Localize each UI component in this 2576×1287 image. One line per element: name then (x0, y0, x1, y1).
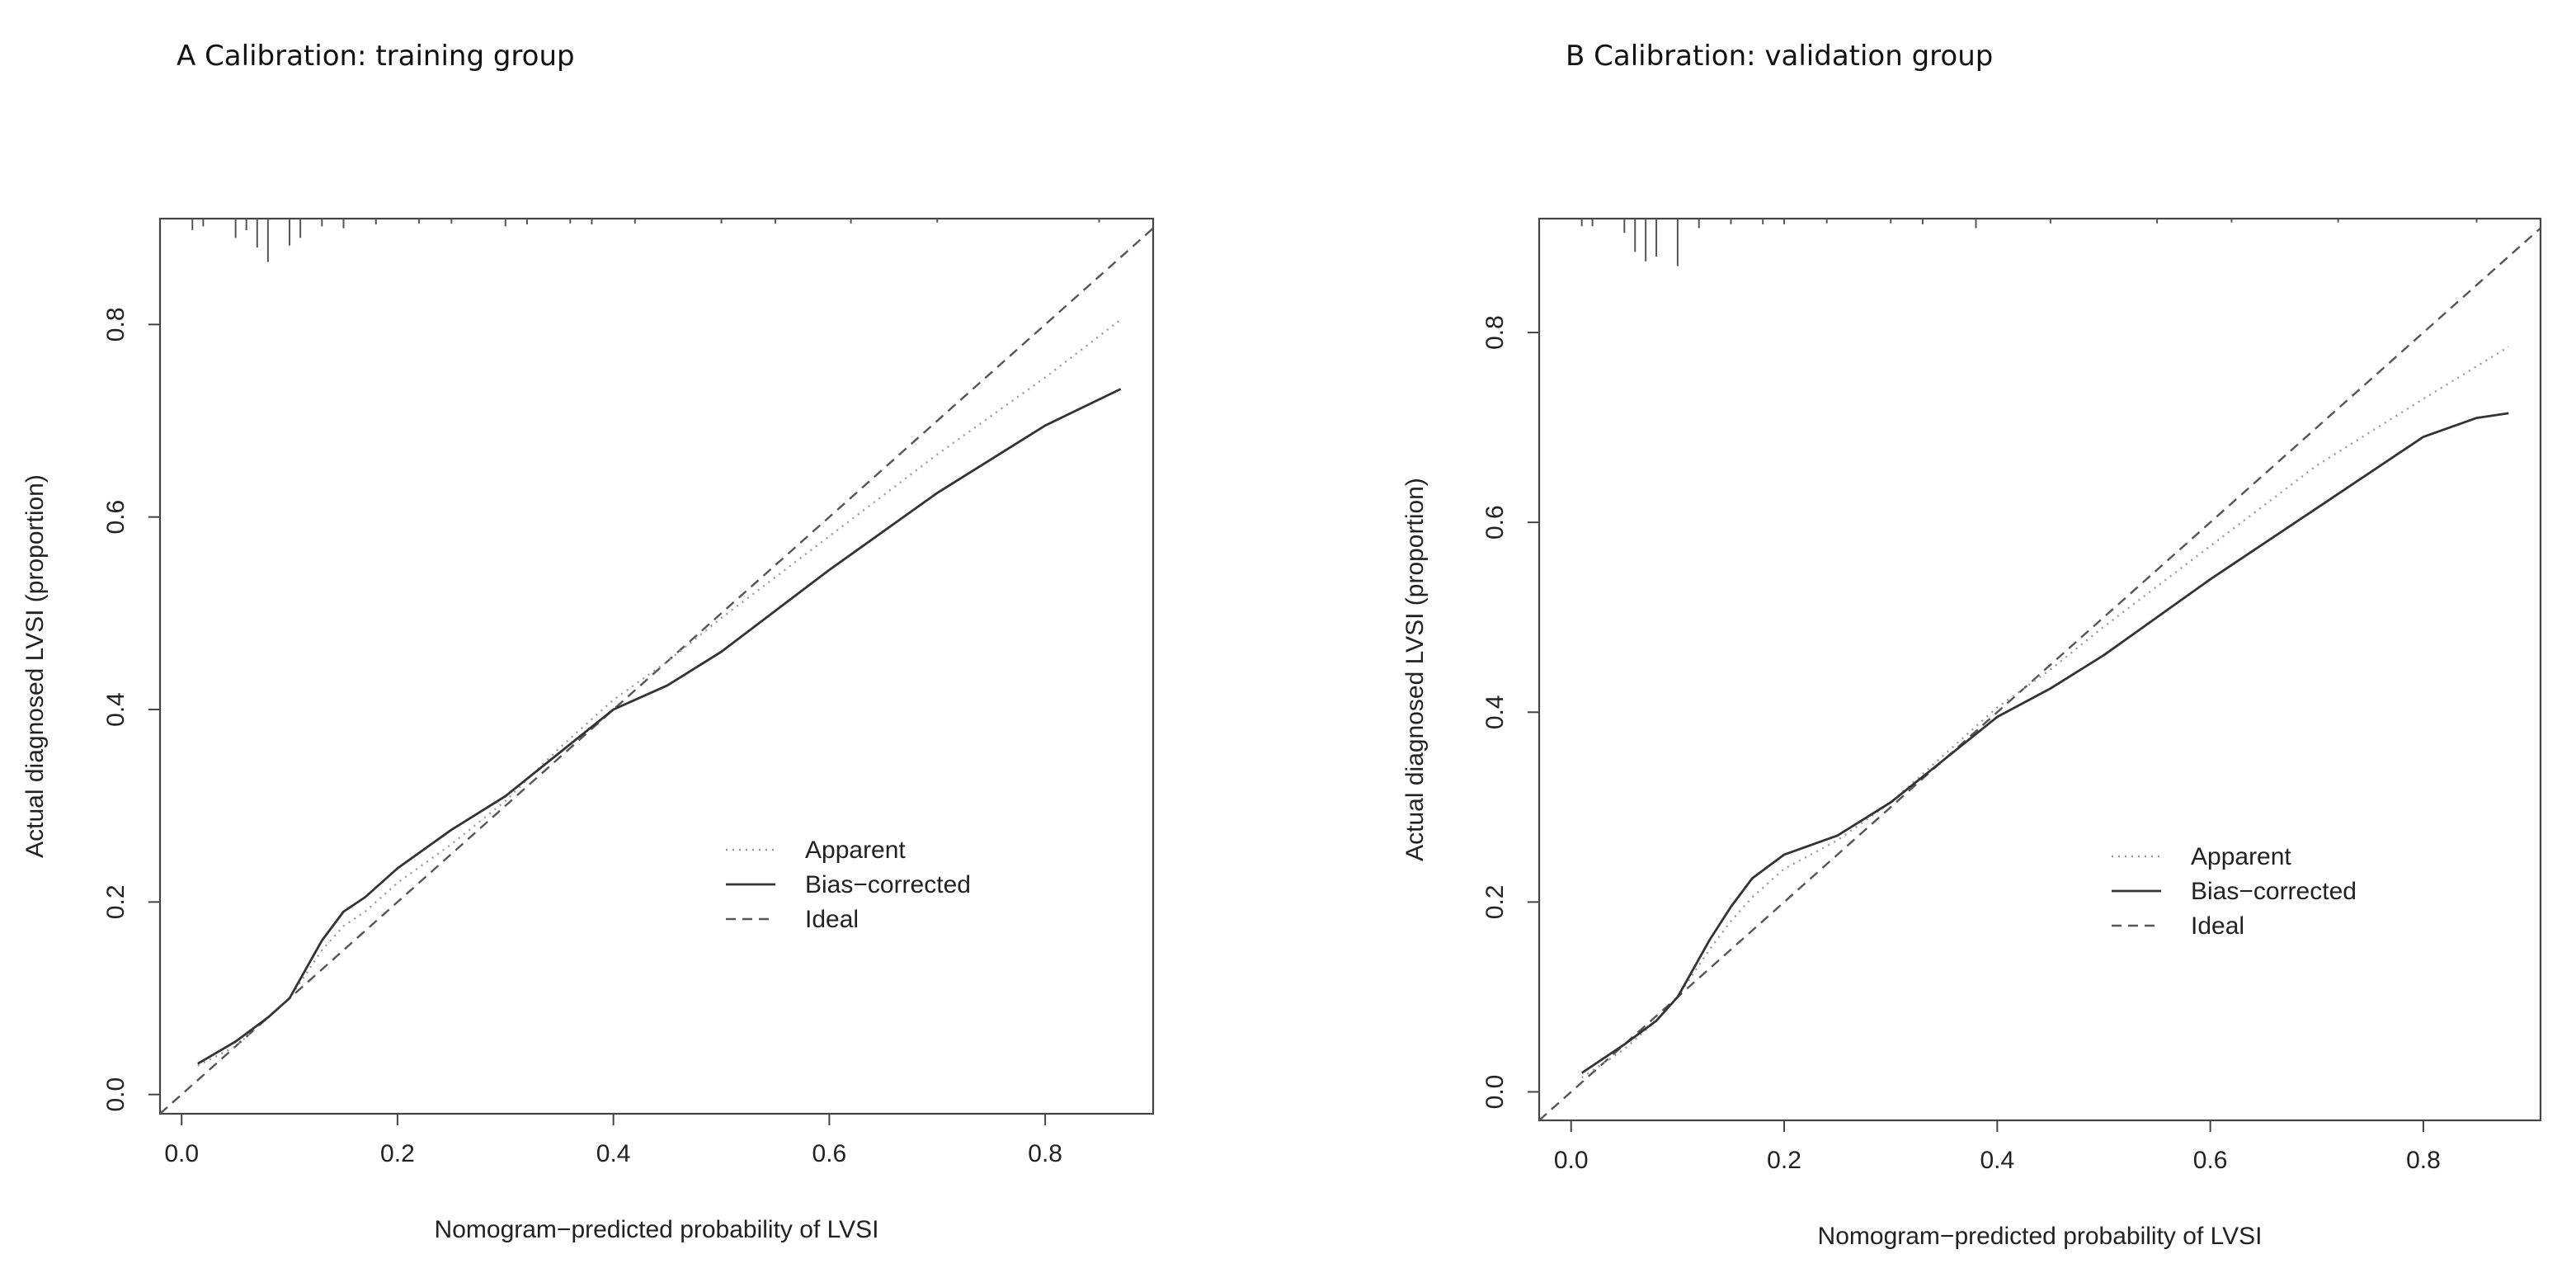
y-tick-label: 0.2 (102, 884, 130, 919)
y-tick-label: 0.8 (1481, 315, 1509, 350)
legend-label: Apparent (2191, 843, 2291, 870)
x-tick-label: 0.6 (812, 1140, 847, 1167)
legend-label: Bias−corrected (805, 871, 971, 898)
x-tick-label: 0.0 (164, 1140, 199, 1167)
x-tick-label: 0.0 (1554, 1147, 1589, 1174)
y-tick-label: 0.0 (102, 1077, 130, 1112)
y-axis-label: Actual diagnosed LVSI (proportion) (21, 474, 49, 858)
y-axis-label: Actual diagnosed LVSI (proportion) (1401, 478, 1429, 861)
x-axis-label: Nomogram−predicted probability of LVSI (1818, 1223, 2263, 1250)
legend-label: Ideal (2191, 912, 2244, 940)
series-ideal-line (159, 227, 1154, 1115)
x-tick-label: 0.8 (2406, 1147, 2441, 1174)
y-tick-label: 0.6 (102, 500, 130, 535)
legend-label: Ideal (805, 906, 859, 933)
x-tick-label: 0.6 (2193, 1147, 2228, 1174)
legend-label: Apparent (805, 837, 906, 864)
x-axis-label: Nomogram−predicted probability of LVSI (435, 1216, 879, 1243)
x-tick-label: 0.4 (596, 1140, 631, 1167)
x-tick-label: 0.2 (380, 1140, 415, 1167)
series-bias-corrected-line (1580, 412, 2509, 1074)
y-tick-label: 0.6 (1481, 505, 1509, 540)
series-ideal-line (1538, 227, 2541, 1121)
panel-a-title: A Calibration: training group (177, 40, 575, 73)
panel-b-title: B Calibration: validation group (1566, 40, 1994, 73)
plot-frame (158, 217, 1155, 1115)
x-tick-label: 0.4 (1980, 1147, 2014, 1174)
y-tick-label: 0.2 (1481, 885, 1509, 920)
legend-label: Bias−corrected (2191, 878, 2357, 905)
series-apparent-line (197, 318, 1122, 1067)
plot-frame (1538, 217, 2542, 1122)
x-tick-label: 0.8 (1028, 1140, 1062, 1167)
x-tick-label: 0.2 (1767, 1147, 1801, 1174)
y-tick-label: 0.4 (1481, 695, 1509, 729)
series-bias-corrected-line (197, 388, 1122, 1065)
y-tick-label: 0.8 (102, 307, 130, 342)
y-tick-label: 0.0 (1481, 1075, 1509, 1110)
series-apparent-line (1581, 346, 2509, 1079)
y-tick-label: 0.4 (102, 692, 130, 727)
